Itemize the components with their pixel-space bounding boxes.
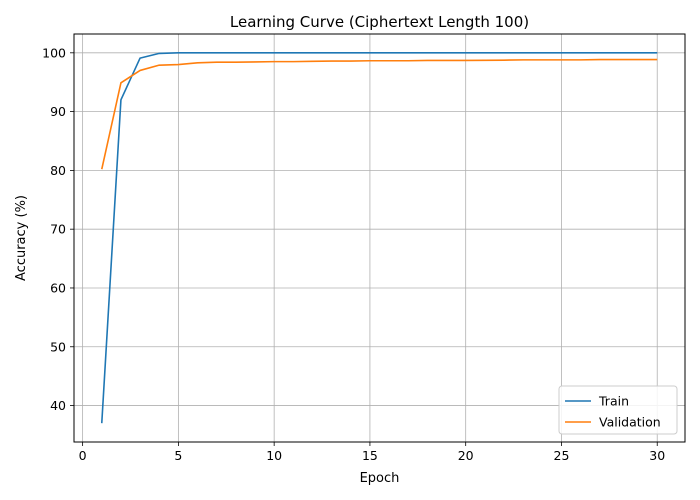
x-axis-label: Epoch xyxy=(360,471,400,486)
legend-label-validation: Validation xyxy=(599,415,661,430)
x-tick-label: 5 xyxy=(174,448,182,463)
y-tick-label: 60 xyxy=(50,280,66,295)
legend-label-train: Train xyxy=(598,394,629,409)
x-tick-label: 25 xyxy=(554,448,570,463)
series-layer xyxy=(100,52,658,424)
y-tick-label: 80 xyxy=(50,163,66,178)
y-tick-label: 100 xyxy=(42,45,66,60)
y-tick-label: 50 xyxy=(50,339,66,354)
chart-title: Learning Curve (Ciphertext Length 100) xyxy=(230,13,529,31)
x-tick-label: 30 xyxy=(649,448,665,463)
y-axis-label: Accuracy (%) xyxy=(14,195,29,281)
axis-ticks: 0 5 10 15 20 25 30 40 50 60 70 80 90 100 xyxy=(42,45,665,463)
y-tick-label: 90 xyxy=(50,104,66,119)
plot-area-frame xyxy=(73,33,686,443)
series-line-validation xyxy=(100,58,658,170)
y-tick-label: 40 xyxy=(50,398,66,413)
legend: Train Validation xyxy=(558,385,678,435)
y-tick-label: 70 xyxy=(50,222,66,237)
x-tick-label: 15 xyxy=(362,448,378,463)
x-tick-label: 10 xyxy=(266,448,282,463)
series-line-train xyxy=(100,52,658,424)
x-tick-label: 20 xyxy=(458,448,474,463)
x-tick-label: 0 xyxy=(79,448,87,463)
